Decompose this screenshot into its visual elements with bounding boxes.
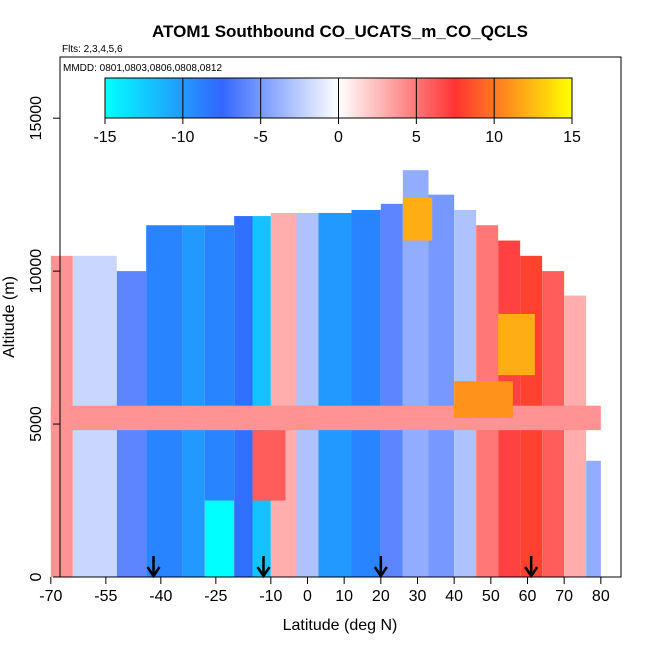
x-tick-label-6: 10 [335,588,353,605]
x-tick-label-13: 80 [592,588,610,605]
x-tick-label-5: 0 [303,588,312,605]
heatmap-cell-25 [498,313,535,376]
x-axis: -70 -55 -40 -25 -10 0 10 20 30 40 50 60 70 80 [39,577,610,605]
heatmap-cell-22 [586,460,601,577]
y-tick-label-2: 10000 [28,249,45,294]
colorbar-tick-label-3: 0 [334,129,343,146]
heatmap-cell-9 [270,213,297,577]
x-tick-label-9: 40 [445,588,463,605]
heatmap-cell-15 [428,194,455,577]
x-tick-label-12: 70 [555,588,573,605]
heatmap-cell-27 [252,430,286,501]
x-tick-label-10: 50 [482,588,500,605]
heatmap-cell-8 [252,216,271,577]
heatmap-cell-7 [234,216,253,577]
heatmap-cell-6 [204,225,235,501]
x-axis-label: Latitude (deg N) [283,617,398,634]
arrow-1 [256,556,271,579]
heatmap-cell-10 [296,213,319,577]
heatmap-cell-5 [204,500,235,577]
arrow-0 [146,556,161,579]
y-tick-label-1: 5000 [28,406,45,442]
heatmap-cell-26 [402,197,433,241]
x-tick-label-11: 60 [519,588,537,605]
x-tick-label-1: -55 [94,588,117,605]
arrow-2 [373,556,388,579]
x-tick-label-3: -25 [204,588,227,605]
heatmap-cell-24 [454,381,513,418]
heatmap-cells [50,170,601,578]
colorbar-tick-label-0: -15 [93,129,116,146]
x-tick-label-4: -10 [259,588,282,605]
colorbar-tick-label-2: -5 [254,129,268,146]
y-tick-label-0: 0 [28,572,45,581]
y-axis: 0 5000 10000 15000 [28,96,60,581]
flights-label: Flts: 2,3,4,5,6 [62,44,123,55]
heatmap-cell-11 [318,213,352,577]
colorbar-tick-label-4: 5 [412,129,421,146]
x-tick-label-8: 30 [409,588,427,605]
x-tick-label-7: 20 [372,588,390,605]
heatmap-cell-3 [146,225,183,577]
x-tick-label-2: -40 [149,588,172,605]
heatmap-cell-12 [351,209,381,578]
heatmap-cell-23 [50,405,601,431]
heatmap-cell-21 [564,295,587,577]
arrow-3 [524,556,539,579]
colorbar-tick-label-5: 10 [485,129,503,146]
arrow-markers [146,556,539,579]
y-tick-label-3: 15000 [28,96,45,141]
colorbar-tick-label-1: -10 [171,129,194,146]
dates-label: MMDD: 0801,0803,0806,0808,0812 [63,63,222,74]
heatmap-cell-4 [182,225,205,577]
y-axis-label: Altitude (m) [1,276,18,358]
plot-frame [59,56,622,578]
chart-title: ATOM1 Southbound CO_UCATS_m_CO_QCLS [152,22,528,41]
colorbar: -15 -10 -5 0 5 10 15 [93,77,581,146]
x-tick-label-0: -70 [39,588,62,605]
heatmap-cell-13 [380,203,403,577]
colorbar-tick-label-6: 15 [563,129,581,146]
